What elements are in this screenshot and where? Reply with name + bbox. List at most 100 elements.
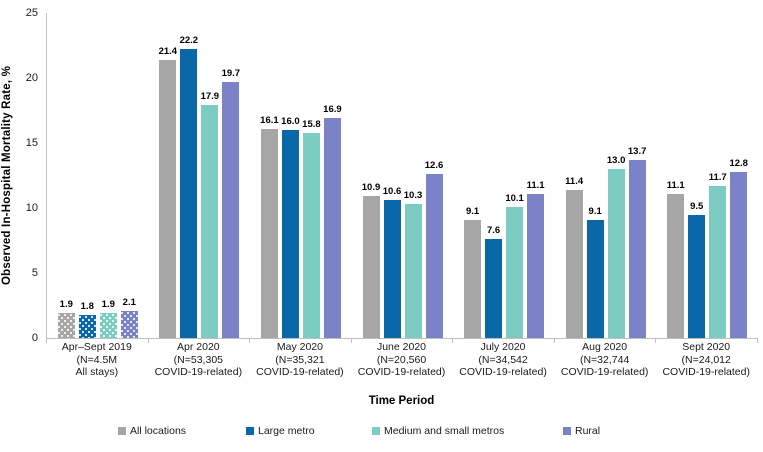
x-category-label-line: May 2020 bbox=[276, 341, 323, 353]
legend-label: Large metro bbox=[258, 424, 315, 437]
legend-item-rural: Rural bbox=[563, 424, 600, 437]
bar-group-1: 1.9 1.8 1.9 2.1 bbox=[56, 13, 140, 338]
legend-label: Medium and small metros bbox=[384, 424, 505, 437]
x-category-label-line: Apr–Sept 2019 bbox=[61, 341, 132, 353]
x-category-label-line: (N=34,542 bbox=[478, 353, 528, 366]
bar-value-label: 1.9 bbox=[101, 299, 115, 311]
bar-all-locations: 11.4 bbox=[565, 176, 583, 338]
bar-value-label: 16.1 bbox=[260, 114, 279, 126]
bar-all-locations: 1.9 bbox=[57, 299, 75, 338]
x-category-label-line: (N=53,305 bbox=[173, 353, 223, 366]
legend-item-all-locations: All locations bbox=[118, 424, 186, 437]
bar-all-locations: 21.4 bbox=[159, 46, 177, 338]
legend-label: Rural bbox=[575, 424, 601, 437]
x-category-label-1: Apr–Sept 2019 (N=4.5M All stays) bbox=[32, 341, 162, 379]
y-tick-label-5: 5 bbox=[31, 266, 38, 279]
y-tick-label-15: 15 bbox=[25, 136, 38, 149]
x-category-label-line: (N=24,012 bbox=[681, 353, 731, 366]
y-tick-label-25: 25 bbox=[25, 6, 38, 19]
bar-large-metro: 10.6 bbox=[383, 186, 401, 338]
x-axis-tick bbox=[249, 339, 251, 343]
bar-group-3: 16.1 16.0 15.8 16.9 bbox=[259, 13, 343, 338]
bar-value-label: 11.4 bbox=[565, 175, 584, 187]
x-axis-tick bbox=[350, 339, 352, 343]
bar-large-metro: 16.0 bbox=[281, 116, 300, 338]
bar-rural: 2.1 bbox=[120, 297, 138, 338]
bar-rural: 12.8 bbox=[729, 158, 748, 338]
bar-value-label: 10.6 bbox=[382, 186, 402, 198]
bar-medium-and-small-metros: 11.7 bbox=[709, 172, 727, 338]
bar-all-locations: 9.1 bbox=[464, 206, 482, 338]
legend-color-swatch bbox=[372, 426, 380, 435]
x-category-label-line: COVID-19-related) bbox=[459, 366, 547, 378]
x-axis-tick bbox=[46, 339, 47, 343]
x-category-label-7: Sept 2020 (N=24,012 COVID-19-related) bbox=[641, 341, 763, 379]
legend-color-swatch bbox=[563, 426, 571, 435]
bar-medium-and-small-metros: 10.3 bbox=[404, 190, 422, 338]
bar-medium-and-small-metros: 17.9 bbox=[201, 91, 219, 338]
x-category-label-line: COVID-19-related) bbox=[154, 366, 243, 378]
x-category-label-5: July 2020 (N=34,542 COVID-19-related) bbox=[438, 341, 568, 379]
bar-value-label: 7.6 bbox=[486, 225, 501, 237]
bar-rural: 11.1 bbox=[527, 180, 545, 338]
x-axis-tick bbox=[757, 339, 758, 343]
x-category-label-line: Aug 2020 bbox=[582, 341, 628, 353]
x-category-label-line: (N=4.5M bbox=[76, 353, 118, 366]
plot-area: 1.9 1.8 1.9 2.1 21.4 22.2 17.9 19.7 16.1 16.0 15.8… bbox=[46, 13, 758, 339]
bar-value-label: 12.6 bbox=[424, 160, 444, 172]
x-category-label-line: All stays) bbox=[75, 366, 119, 378]
bar-value-label: 19.7 bbox=[221, 67, 241, 79]
y-tick-label-0: 0 bbox=[31, 331, 38, 344]
bar-rural: 16.9 bbox=[323, 104, 342, 338]
bar-group-6: 11.4 9.1 13.0 13.7 bbox=[564, 13, 648, 338]
bar-large-metro: 7.6 bbox=[485, 225, 503, 338]
x-axis-title: Time Period bbox=[368, 395, 435, 407]
x-category-label-4: June 2020 (N=20,560 COVID-19-related) bbox=[337, 341, 467, 379]
bar-large-metro: 22.2 bbox=[180, 35, 198, 338]
x-axis-tick bbox=[452, 339, 454, 343]
x-axis-tick bbox=[147, 339, 149, 343]
bar-rural: 19.7 bbox=[222, 68, 240, 338]
bar-value-label: 13.7 bbox=[627, 145, 647, 157]
x-category-label-2: Apr 2020 (N=53,305 COVID-19-related) bbox=[133, 341, 263, 379]
x-category-label-line: COVID-19-related) bbox=[560, 366, 649, 378]
bar-value-label: 2.1 bbox=[122, 296, 136, 308]
bar-value-label: 12.8 bbox=[729, 157, 748, 169]
y-tick-label-10: 10 bbox=[25, 201, 38, 214]
bar-medium-and-small-metros: 15.8 bbox=[302, 119, 321, 338]
bar-group-4: 10.9 10.6 10.3 12.6 bbox=[361, 13, 445, 338]
bar-value-label: 1.8 bbox=[80, 300, 94, 312]
bar-rural: 13.7 bbox=[628, 146, 646, 338]
bar-medium-and-small-metros: 1.9 bbox=[99, 299, 117, 338]
x-category-label-line: Apr 2020 bbox=[177, 341, 220, 353]
bar-rural: 12.6 bbox=[425, 160, 443, 338]
x-category-label-3: May 2020 (N=35,321 COVID-19-related) bbox=[235, 341, 365, 379]
bar-large-metro: 9.1 bbox=[586, 206, 604, 338]
y-axis-title: Observed In-Hospital Mortality Rate, % bbox=[1, 65, 13, 286]
legend-label: All locations bbox=[130, 424, 187, 437]
bar-value-label: 21.4 bbox=[158, 45, 178, 57]
bar-value-label: 11.7 bbox=[708, 171, 727, 183]
x-category-label-6: Aug 2020 (N=32,744 COVID-19-related) bbox=[540, 341, 670, 379]
bar-value-label: 9.1 bbox=[588, 205, 602, 217]
legend-item-large-metro: Large metro bbox=[246, 424, 315, 437]
bar-medium-and-small-metros: 13.0 bbox=[607, 155, 625, 338]
legend-color-swatch bbox=[118, 426, 126, 435]
bar-value-label: 11.1 bbox=[526, 179, 545, 191]
bar-value-label: 1.9 bbox=[59, 299, 73, 311]
bar-all-locations: 10.9 bbox=[362, 182, 380, 338]
x-category-label-line: (N=20,560 bbox=[376, 353, 427, 366]
x-category-label-line: COVID-19-related) bbox=[256, 366, 344, 378]
legend-item-medium-and-small-metros: Medium and small metros bbox=[372, 424, 504, 437]
bar-group-5: 9.1 7.6 10.1 11.1 bbox=[462, 13, 546, 338]
bar-group-2: 21.4 22.2 17.9 19.7 bbox=[157, 13, 241, 338]
bar-value-label: 22.2 bbox=[179, 35, 199, 47]
x-category-label-line: Sept 2020 bbox=[682, 341, 731, 353]
bar-value-label: 17.9 bbox=[200, 91, 220, 103]
bar-group-7: 11.1 9.5 11.7 12.8 bbox=[665, 13, 749, 338]
bar-value-label: 15.8 bbox=[302, 118, 321, 130]
bar-all-locations: 16.1 bbox=[260, 115, 279, 338]
y-tick-label-20: 20 bbox=[25, 71, 38, 84]
bar-value-label: 16.0 bbox=[281, 116, 300, 127]
bar-value-label: 11.1 bbox=[666, 179, 685, 191]
